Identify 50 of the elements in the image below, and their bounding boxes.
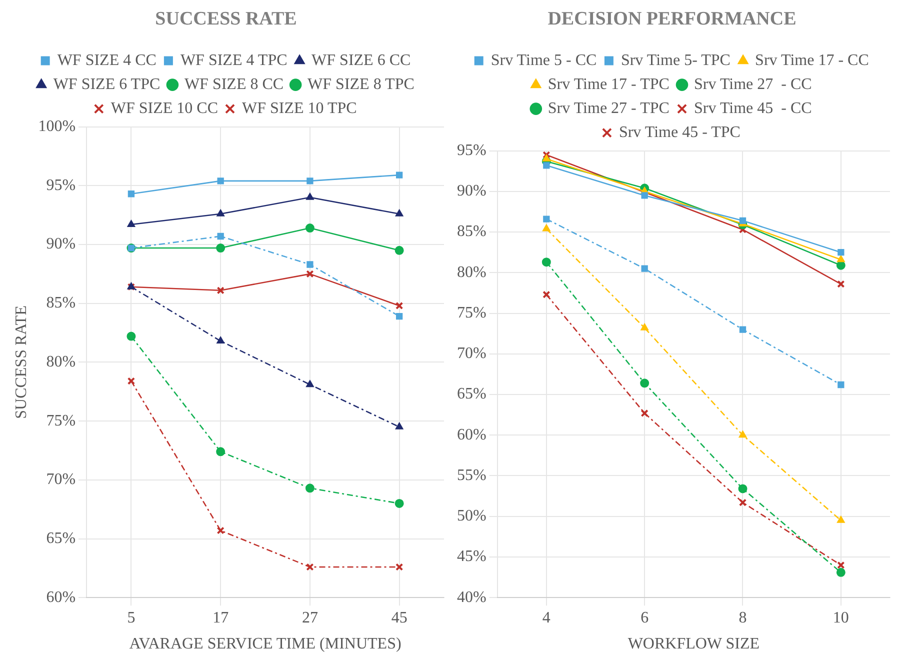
- y-tick-label: 100%: [38, 118, 76, 136]
- y-tick-label: 90%: [457, 182, 486, 200]
- y-tick-label: 75%: [46, 412, 76, 430]
- y-tick-label: 40%: [457, 588, 486, 606]
- legend-label: WF SIZE 10 TPC: [242, 100, 357, 118]
- x-tick-label: 27: [302, 609, 318, 626]
- legend-label: Srv Time 17 - TPC: [548, 76, 670, 94]
- legend-label: WF SIZE 6 TPC: [53, 76, 160, 94]
- y-tick-label: 55%: [457, 466, 486, 484]
- legend-label: WF SIZE 6 CC: [312, 52, 411, 70]
- y-tick-label: 90%: [46, 236, 76, 253]
- x-tick-label: 4: [542, 609, 550, 626]
- x-tick-label: 8: [738, 609, 747, 626]
- legend-label: WF SIZE 8 TPC: [308, 76, 414, 94]
- legend-label: Srv Time 27 - TPC: [548, 100, 670, 118]
- y-tick-label: 50%: [457, 508, 486, 525]
- y-tick-label: 60%: [457, 426, 486, 444]
- y-tick-label: 75%: [457, 304, 486, 322]
- y-tick-label: 80%: [46, 353, 76, 370]
- y-tick-label: 70%: [46, 471, 76, 488]
- y-tick-label: 45%: [457, 548, 486, 566]
- y-tick-label: 85%: [457, 223, 486, 240]
- legend-label: WF SIZE 10 CC: [110, 100, 218, 118]
- legend-label: Srv Time 5- TPC: [620, 52, 730, 70]
- y-axis-title: SUCCESS RATE: [12, 306, 30, 419]
- x-axis-title: AVARAGE SERVICE TIME (MINUTES): [129, 636, 402, 653]
- y-tick-label: 95%: [46, 176, 76, 194]
- legend-label: Srv Time 27 - CC: [694, 76, 812, 94]
- y-tick-label: 60%: [46, 588, 76, 606]
- chart-title: SUCCESS RATE: [155, 8, 297, 30]
- y-tick-label: 65%: [46, 530, 76, 547]
- y-tick-label: 85%: [46, 294, 76, 312]
- x-tick-label: 6: [640, 609, 649, 626]
- chart-title: DECISION PERFORMANCE: [548, 8, 796, 30]
- x-tick-label: 5: [127, 609, 136, 626]
- y-tick-label: 70%: [457, 345, 486, 362]
- legend-label: WF SIZE 8 CC: [184, 76, 284, 94]
- x-axis-title: WORKFLOW SIZE: [628, 636, 760, 653]
- x-tick-label: 45: [391, 609, 408, 626]
- y-tick-label: 80%: [457, 264, 486, 281]
- legend-label: WF SIZE 4 CC: [57, 52, 156, 70]
- y-tick-label: 95%: [457, 142, 486, 160]
- x-tick-label: 10: [832, 609, 849, 626]
- x-tick-label: 17: [212, 609, 229, 626]
- legend-label: Srv Time 45 - CC: [694, 100, 812, 118]
- legend-label: WF SIZE 4 TPC: [180, 52, 288, 70]
- legend-label: Srv Time 5 - CC: [490, 52, 597, 70]
- y-tick-label: 65%: [457, 386, 486, 403]
- legend-label: Srv Time 45 - TPC: [618, 124, 740, 142]
- legend-label: Srv Time 17 - CC: [755, 52, 869, 70]
